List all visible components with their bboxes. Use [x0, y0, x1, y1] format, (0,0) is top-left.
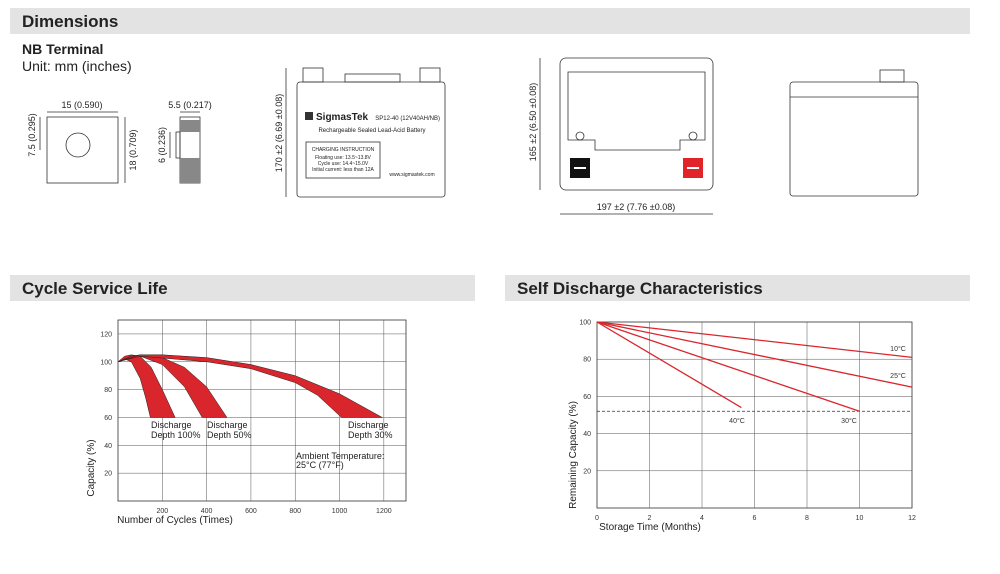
y-tick-label: 100: [100, 359, 112, 366]
dim-label: 15 (0.590): [61, 100, 102, 110]
x-axis-label: Number of Cycles (Times): [117, 515, 233, 526]
annotation: 25°C (77°F): [296, 460, 344, 470]
battery-front: [285, 67, 446, 198]
website: www.sigmastek.com: [389, 172, 434, 178]
x-tick-label: 12: [908, 515, 916, 522]
battery-side: [789, 69, 919, 197]
y-axis-label: Capacity (%): [86, 439, 97, 496]
series-label: 40°C: [729, 417, 745, 425]
y-tick-label: 80: [583, 357, 591, 364]
x-tick-label: 800: [289, 508, 301, 515]
terminal-side: [169, 111, 201, 184]
x-axis-label: Storage Time (Months): [599, 522, 701, 533]
band-label: Depth 100%: [151, 430, 201, 440]
series-line: [596, 321, 913, 388]
y-axis-label: Remaining Capacity (%): [568, 401, 579, 509]
series-label: 10°C: [890, 345, 906, 353]
dim-label: 5.5 (0.217): [168, 100, 212, 110]
dim-label: 165 ±2 (6.50 ±0.08): [528, 83, 538, 161]
model: SP12-40 (12V40AH/NB): [375, 116, 440, 122]
charging-line: Cycle use: 14.4~15.0V: [318, 161, 369, 167]
unit: Unit: mm (inches): [22, 58, 132, 74]
band-label: Discharge: [207, 420, 248, 430]
x-tick-label: 1200: [376, 508, 392, 515]
brand: SigmasTek: [316, 112, 368, 123]
dim-label: 7.5 (0.295): [27, 113, 37, 157]
band-label: Discharge: [348, 420, 389, 430]
charging-line: Floating use: 13.5~13.8V: [315, 155, 371, 161]
band-label: Discharge: [151, 420, 192, 430]
section-bar: [505, 275, 970, 301]
y-tick-label: 60: [583, 394, 591, 401]
y-tick-label: 20: [583, 468, 591, 475]
y-tick-label: 100: [579, 320, 591, 327]
band-label: Depth 30%: [348, 430, 393, 440]
x-tick-label: 8: [805, 515, 809, 522]
section-title: Cycle Service Life: [22, 279, 168, 298]
x-tick-label: 0: [595, 515, 599, 522]
x-tick-label: 4: [700, 515, 704, 522]
series-line: [596, 321, 742, 409]
battery-top: [539, 57, 714, 215]
discharge-band: [117, 354, 176, 418]
x-tick-label: 1000: [332, 508, 348, 515]
discharge-band: [117, 354, 384, 418]
series-label: 25°C: [890, 372, 906, 380]
series-line: [596, 321, 913, 358]
dim-label: 170 ±2 (6.69 ±0.08): [274, 94, 284, 172]
charging-line: Initial current: less than 12A: [312, 167, 374, 173]
annotation: Ambient Temperature:: [296, 451, 384, 461]
series-line: [596, 321, 860, 412]
section-title: Self Discharge Characteristics: [517, 279, 763, 298]
y-tick-label: 120: [100, 331, 112, 338]
section-title: Dimensions: [22, 12, 118, 31]
terminal-front: [39, 111, 126, 184]
subtitle: Rechargeable Sealed Lead-Acid Battery: [318, 128, 425, 134]
x-tick-label: 200: [156, 508, 168, 515]
series-label: 30°C: [841, 417, 857, 425]
charging-title: CHARGING INSTRUCTION: [312, 147, 375, 153]
x-tick-label: 2: [648, 515, 652, 522]
x-tick-label: 400: [201, 508, 213, 515]
dim-label: 197 ±2 (7.76 ±0.08): [597, 202, 675, 212]
y-tick-label: 20: [104, 471, 112, 478]
y-tick-label: 80: [104, 387, 112, 394]
section-bar: [10, 275, 475, 301]
x-tick-label: 10: [856, 515, 864, 522]
y-tick-label: 40: [104, 443, 112, 450]
dim-label: 18 (0.709): [128, 129, 138, 170]
x-tick-label: 600: [245, 508, 257, 515]
section-bar: [10, 8, 970, 34]
dim-label: 6 (0.236): [157, 127, 167, 163]
x-tick-label: 6: [753, 515, 757, 522]
terminal-title: NB Terminal: [22, 41, 103, 57]
band-label: Depth 50%: [207, 430, 252, 440]
y-tick-label: 60: [104, 415, 112, 422]
y-tick-label: 40: [583, 431, 591, 438]
